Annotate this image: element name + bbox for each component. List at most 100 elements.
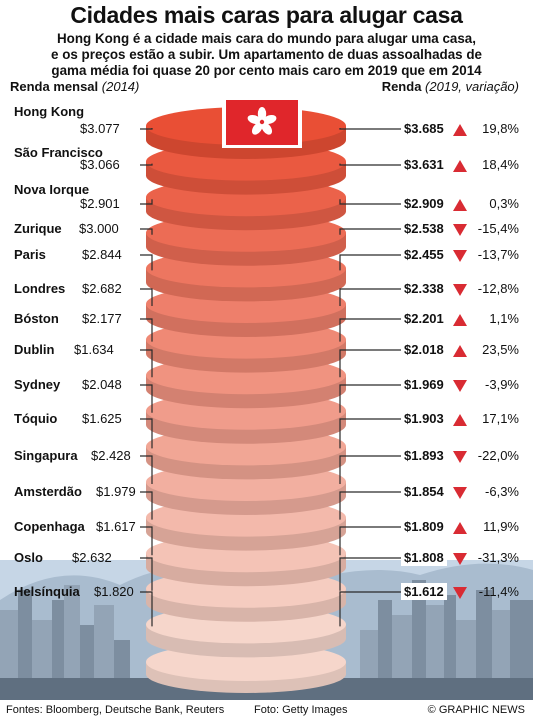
rent-2014-value: $2.844: [82, 247, 122, 262]
connector-left: [140, 526, 153, 556]
building: [476, 590, 492, 700]
footer: Fontes: Bloomberg, Deutsche Bank, Reuter…: [0, 700, 533, 720]
city-name: Londres: [14, 281, 66, 296]
rent-2014-value: $2.901: [80, 196, 120, 211]
connector-left: [140, 128, 153, 130]
city-name: Helsínquia: [14, 584, 80, 599]
connector-right: [339, 384, 401, 413]
rent-2014-value: $1.617: [96, 519, 136, 534]
connector-right: [339, 199, 401, 205]
subtitle: Hong Kong é a cidade mais cara do mundo …: [0, 31, 533, 79]
arrow-down-icon: [453, 451, 467, 463]
change-value: -22,0%: [477, 448, 519, 463]
rent-2019-value: $1.809: [401, 518, 447, 535]
rent-2019-value: $1.854: [401, 483, 447, 500]
header-rent-2019-note: (2019, variação): [425, 79, 519, 94]
rent-2014-value: $3.066: [80, 157, 120, 172]
connector-right: [339, 128, 401, 130]
connector-left: [140, 384, 153, 413]
discs: [146, 107, 346, 693]
arrow-down-icon: [453, 553, 467, 565]
city-name: Tóquio: [14, 411, 58, 426]
change-value: 1,1%: [489, 311, 519, 326]
change-value: -6,3%: [485, 484, 519, 499]
rent-2014-value: $3.000: [79, 221, 119, 236]
rent-2014-value: $1.820: [94, 584, 134, 599]
rent-2014-value: $1.625: [82, 411, 122, 426]
connector-right: [339, 455, 401, 484]
connector-left: [140, 199, 153, 205]
header-rent-2014-note: (2014): [101, 79, 140, 94]
subtitle-line: gama média foi quase 20 por cento mais c…: [51, 63, 482, 78]
arrow-up-icon: [453, 124, 467, 136]
rent-2014-value: $2.048: [82, 377, 122, 392]
city-name: Sydney: [14, 377, 61, 392]
arrow-down-icon: [453, 587, 467, 599]
rent-2014-value: $2.428: [91, 448, 131, 463]
subtitle-line: Hong Kong é a cidade mais cara do mundo …: [57, 31, 476, 46]
city-name: São Francisco: [14, 145, 103, 160]
header-rent-2014-label: Renda mensal: [10, 79, 99, 94]
connector-right: [339, 254, 401, 271]
change-value: -13,7%: [477, 247, 519, 262]
arrow-down-icon: [453, 487, 467, 499]
building: [412, 580, 426, 700]
rent-2019-value: $1.969: [401, 376, 447, 393]
arrow-up-icon: [453, 314, 467, 326]
arrow-down-icon: [453, 284, 467, 296]
connector-right: [339, 318, 401, 342]
building: [426, 605, 444, 700]
footer-sources: Fontes: Bloomberg, Deutsche Bank, Reuter…: [6, 704, 225, 716]
change-value: 17,1%: [482, 411, 519, 426]
header-rent-2019: Renda (2019, variação): [382, 79, 519, 94]
rent-2014-value: $2.177: [82, 311, 122, 326]
city-name: Copenhaga: [14, 519, 85, 534]
rent-2014-value: $3.077: [80, 121, 120, 136]
footer-credit: © GRAPHIC NEWS: [427, 704, 525, 716]
change-value: -11,4%: [478, 584, 519, 599]
arrow-up-icon: [453, 199, 467, 211]
connector-left: [140, 288, 153, 306]
building: [18, 590, 32, 700]
change-value: -31,3%: [477, 550, 519, 565]
connector-left: [140, 591, 153, 627]
page-title: Cidades mais caras para alugar casa: [70, 2, 463, 28]
header-rent-2019-label: Renda: [381, 79, 422, 94]
arrow-down-icon: [453, 250, 467, 262]
rent-2019-value: $1.893: [401, 447, 447, 464]
rent-2019-value: $1.808: [401, 549, 447, 566]
rent-2019-value: $2.909: [401, 195, 447, 212]
arrow-down-icon: [453, 224, 467, 236]
connectors: [140, 128, 401, 627]
building: [444, 595, 456, 700]
connector-right: [339, 491, 401, 520]
building: [378, 600, 392, 700]
connector-right: [339, 526, 401, 556]
connector-right: [339, 418, 401, 449]
arrow-down-icon: [453, 380, 467, 392]
rent-2019-value: $1.612: [401, 583, 447, 600]
rent-2019-value: $1.903: [401, 410, 447, 427]
change-value: 11,9%: [483, 519, 519, 534]
building: [94, 605, 114, 700]
rent-2014-value: $1.634: [74, 342, 114, 357]
city-name: Singapura: [14, 448, 78, 463]
connector-right: [339, 228, 401, 235]
change-value: -15,4%: [477, 221, 519, 236]
city-name: Oslo: [14, 550, 43, 565]
connector-left: [140, 455, 153, 484]
change-value: 23,5%: [482, 342, 519, 357]
connector-left: [140, 557, 153, 591]
rent-2014-value: $1.979: [96, 484, 136, 499]
change-value: -12,8%: [477, 281, 519, 296]
rent-2019-value: $2.455: [401, 246, 447, 263]
city-name: Nova Iorque: [14, 182, 90, 197]
footer-photo: Foto: Getty Images: [254, 704, 348, 716]
city-name: Bóston: [14, 311, 59, 326]
change-value: 0,3%: [489, 196, 519, 211]
building: [492, 610, 510, 700]
city-name: Paris: [14, 247, 46, 262]
building: [0, 610, 18, 700]
rent-2014-value: $2.682: [82, 281, 122, 296]
